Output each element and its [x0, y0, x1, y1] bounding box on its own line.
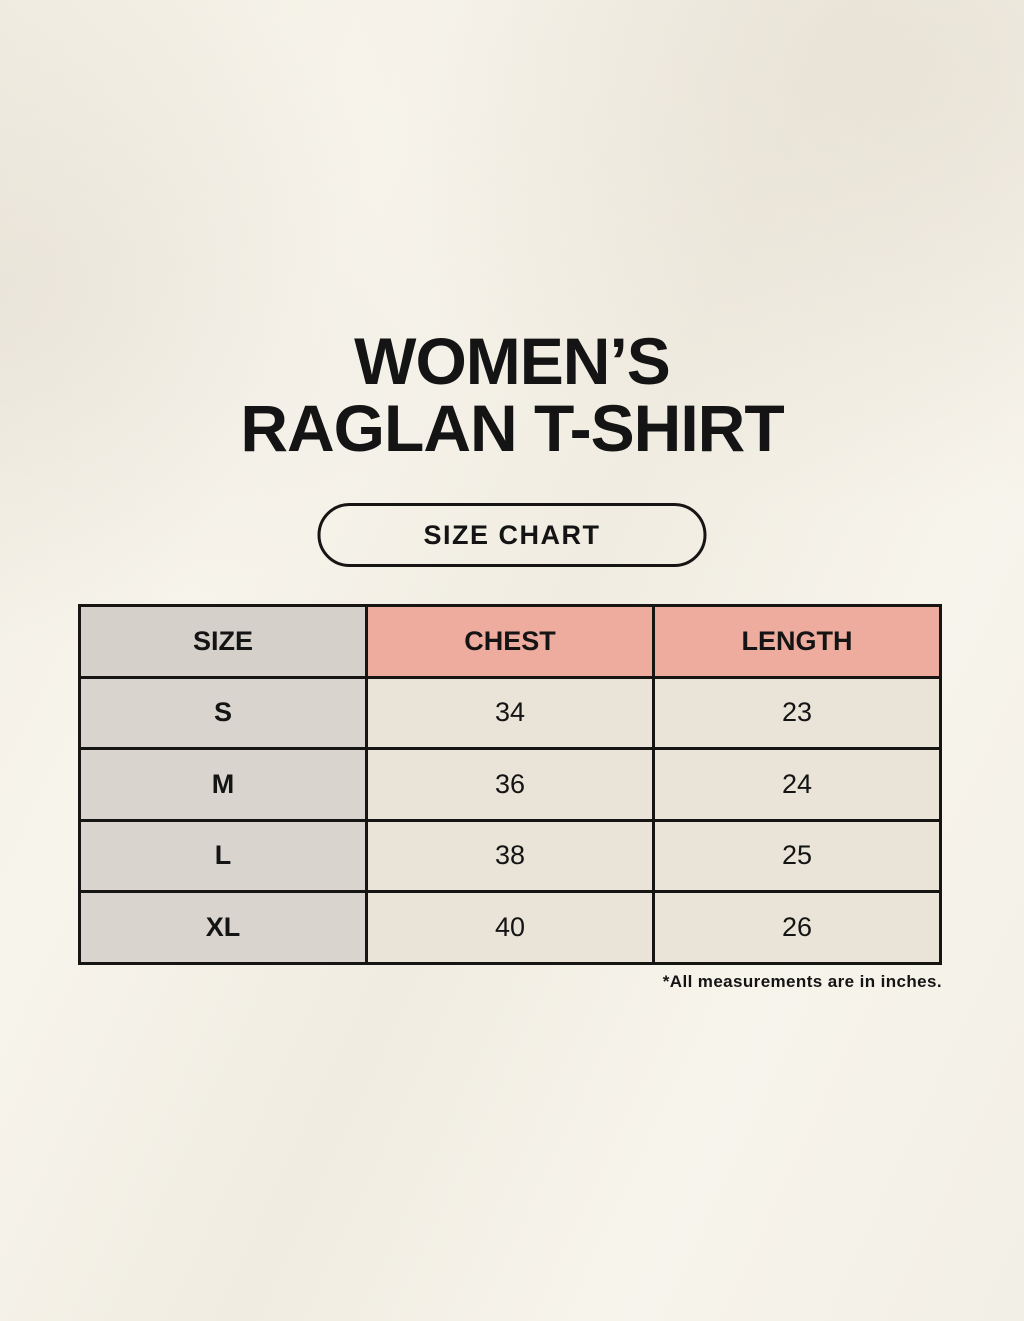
size-chart-button[interactable]: SIZE CHART — [317, 503, 707, 567]
length-value-l: 25 — [652, 818, 942, 893]
size-label-s: S — [78, 675, 368, 750]
table-header-row: SIZE CHEST LENGTH — [78, 604, 942, 679]
size-label-l: L — [78, 818, 368, 893]
column-header-size: SIZE — [78, 604, 368, 679]
length-value-xl: 26 — [652, 890, 942, 965]
size-table: SIZE CHEST LENGTH S 34 23 M 36 24 L 38 2… — [78, 604, 942, 965]
page-title-line1: WOMEN’S — [354, 324, 671, 398]
size-label-xl: XL — [78, 890, 368, 965]
table-row-l: L 38 25 — [78, 818, 942, 893]
column-header-chest: CHEST — [365, 604, 655, 679]
table-row-xl: XL 40 26 — [78, 890, 942, 965]
chest-value-xl: 40 — [365, 890, 655, 965]
chest-value-l: 38 — [365, 818, 655, 893]
chest-value-s: 34 — [365, 675, 655, 750]
chest-value-m: 36 — [365, 747, 655, 822]
measurements-footnote: *All measurements are in inches. — [662, 972, 942, 991]
page-title: WOMEN’S RAGLAN T-SHIRT — [0, 328, 1024, 462]
column-header-length: LENGTH — [652, 604, 942, 679]
page-title-line2: RAGLAN T-SHIRT — [240, 391, 784, 465]
table-row-s: S 34 23 — [78, 675, 942, 750]
table-row-m: M 36 24 — [78, 747, 942, 822]
size-label-m: M — [78, 747, 368, 822]
length-value-s: 23 — [652, 675, 942, 750]
length-value-m: 24 — [652, 747, 942, 822]
